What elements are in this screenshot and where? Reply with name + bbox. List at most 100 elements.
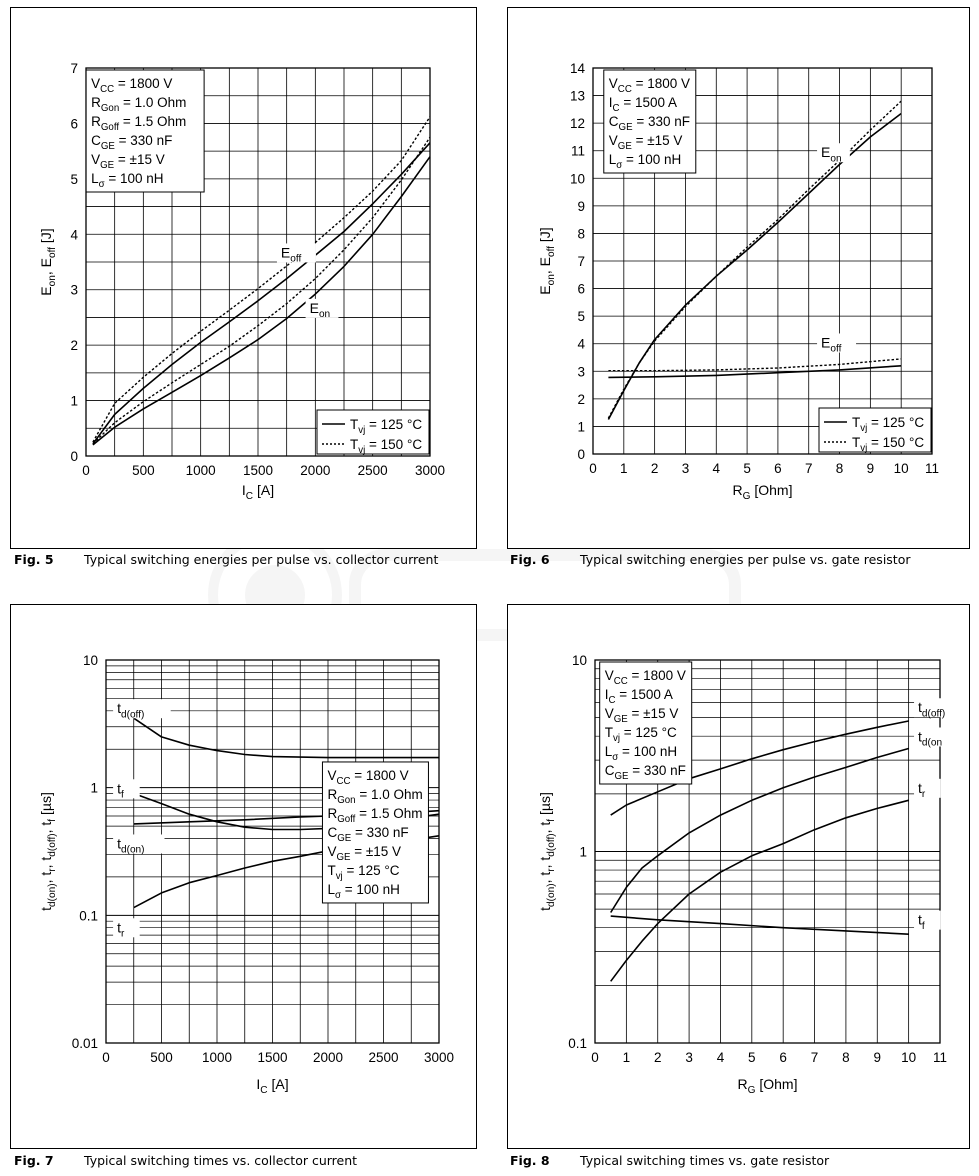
y-tick-label: 5	[70, 172, 78, 187]
chart-panel-fig5: 0 500 1000 1500 2000 2500 3000 0 1 2 3 4 5 6 7 IC [A] Eo…	[10, 7, 477, 549]
condition-text: IC = 1500 A	[605, 687, 673, 706]
y-tick-label: 3	[70, 283, 78, 298]
condition-text: RGon = 1.0 Ohm	[91, 95, 186, 114]
y-tick-label: 9	[577, 199, 585, 214]
curve-label: tf	[117, 780, 124, 800]
condition-text: VCC = 1800 V	[327, 768, 408, 787]
caption-fig5: Fig. 5 Typical switching energies per pul…	[14, 552, 438, 567]
series-line-eon-150	[92, 136, 431, 445]
x-tick-label: 0	[591, 1050, 599, 1065]
caption-text: Typical switching energies per pulse vs.…	[580, 552, 911, 567]
caption-fig8: Fig. 8 Typical switching times vs. gate r…	[510, 1153, 829, 1168]
curve-label: tr	[117, 919, 125, 939]
series-line-eoff-125	[608, 365, 902, 379]
conditions-box	[85, 69, 205, 193]
condition-text: IC = 1500 A	[609, 95, 677, 114]
curve-label: tf	[918, 912, 925, 932]
x-tick-label: 1500	[257, 1050, 287, 1065]
condition-text: Lσ = 100 nH	[609, 152, 681, 171]
x-tick-label: 1	[620, 461, 628, 476]
legend-label: Tvj = 150 °C	[852, 435, 924, 454]
curve-label: tr	[918, 780, 926, 800]
x-tick-label: 7	[811, 1050, 819, 1065]
legend-label: Tvj = 125 °C	[350, 417, 422, 436]
x-tick-label: 500	[132, 463, 155, 478]
caption-number: Fig. 8	[510, 1153, 550, 1168]
conditions-box	[603, 69, 697, 174]
curve-label-bg	[914, 698, 969, 718]
caption-fig6: Fig. 6 Typical switching energies per pul…	[510, 552, 911, 567]
plot-frame	[85, 67, 431, 457]
chart-fig5: 0 500 1000 1500 2000 2500 3000 0 1 2 3 4 5 6 7 IC [A] Eo…	[38, 61, 445, 502]
series-line-eon-125	[92, 156, 431, 446]
curve-label: td(on)	[117, 835, 144, 855]
x-tick-label: 10	[894, 461, 909, 476]
y-tick-label: 7	[577, 254, 585, 269]
conditions-box	[599, 661, 693, 785]
y-tick-label: 4	[70, 227, 78, 242]
condition-text: VCC = 1800 V	[91, 76, 172, 95]
condition-text: VGE = ±15 V	[605, 706, 679, 725]
series-lines	[92, 116, 431, 446]
condition-text: CGE = 330 nF	[605, 763, 686, 782]
x-tick-label: 1000	[202, 1050, 232, 1065]
condition-text: Tvj = 125 °C	[605, 725, 677, 744]
legend-box	[818, 407, 932, 453]
x-tick-label: 3	[682, 461, 690, 476]
y-tick-label: 5	[577, 309, 585, 324]
curve-label: Eoff	[281, 244, 302, 264]
chart-panel-fig8: 0 1 2 3 4 5 6 7 8 9 10 11 0.1 1 10 RG [Ohm] td(on), tr, …	[507, 604, 970, 1149]
x-tick-label: 7	[805, 461, 813, 476]
y-tick-label: 0.1	[79, 908, 98, 923]
y-tick-label: 1	[579, 845, 587, 860]
y-tick-label: 2	[577, 392, 585, 407]
curve-label-bg	[113, 699, 171, 719]
y-axis-title: Eon, Eoff [J]	[38, 228, 58, 295]
plot-frame	[105, 659, 440, 1044]
curve-label-bg	[113, 779, 140, 799]
curve-label: Eoff	[821, 334, 842, 354]
condition-text: RGon = 1.0 Ohm	[327, 787, 422, 806]
conditions-box	[321, 761, 429, 904]
series-line-tr	[610, 799, 909, 982]
condition-text: RGoff = 1.5 Ohm	[327, 806, 422, 825]
x-tick-label: 9	[867, 461, 875, 476]
y-tick-label: 3	[577, 364, 585, 379]
curve-label-bg	[914, 727, 960, 747]
y-axis-title: td(on), tr, td(off), tf [µs]	[38, 792, 58, 911]
condition-text: CGE = 330 nF	[91, 133, 172, 152]
condition-text: CGE = 330 nF	[327, 825, 408, 844]
curve-label: td(off)	[117, 700, 144, 720]
y-tick-label: 0.1	[568, 1036, 587, 1051]
condition-text: RGoff = 1.5 Ohm	[91, 114, 186, 133]
x-tick-label: 2500	[358, 463, 388, 478]
x-tick-label: 4	[717, 1050, 725, 1065]
legend-label: Tvj = 125 °C	[852, 415, 924, 434]
curve-label-bg	[817, 333, 857, 353]
caption-number: Fig. 7	[14, 1153, 54, 1168]
condition-text: Lσ = 100 nH	[327, 882, 399, 901]
caption-number: Fig. 6	[510, 552, 550, 567]
x-tick-label: 6	[779, 1050, 787, 1065]
caption-text: Typical switching energies per pulse vs.…	[84, 552, 439, 567]
curve-label-bg	[276, 243, 316, 263]
x-axis-title: RG [Ohm]	[738, 1076, 798, 1096]
chart-panel-fig7: 0 500 1000 1500 2000 2500 3000 0.01 0.1 1 10 IC [A]…	[10, 604, 477, 1149]
y-tick-label: 12	[570, 116, 585, 131]
y-tick-label: 8	[577, 226, 585, 241]
curve-label-bg	[113, 918, 140, 938]
y-tick-label: 4	[577, 337, 585, 352]
x-tick-label: 500	[150, 1050, 173, 1065]
series-line-eoff-150	[92, 116, 431, 443]
x-tick-label: 3000	[415, 463, 445, 478]
x-tick-label: 1500	[243, 463, 273, 478]
condition-text: VGE = ±15 V	[91, 152, 165, 171]
y-tick-label: 10	[572, 653, 587, 668]
caption-text: Typical switching times vs. collector cu…	[84, 1153, 358, 1168]
condition-text: VGE = ±15 V	[609, 133, 683, 152]
condition-text: VCC = 1800 V	[605, 668, 686, 687]
x-tick-label: 6	[774, 461, 782, 476]
chart-panel-fig6: 0 1 2 3 4 5 6 7 8 9 10 11 0 1 2 3 4 5 6 7 8 9 10 11 12 13 14 RG [Oh…	[507, 7, 970, 549]
curve-label-bg	[914, 778, 941, 798]
